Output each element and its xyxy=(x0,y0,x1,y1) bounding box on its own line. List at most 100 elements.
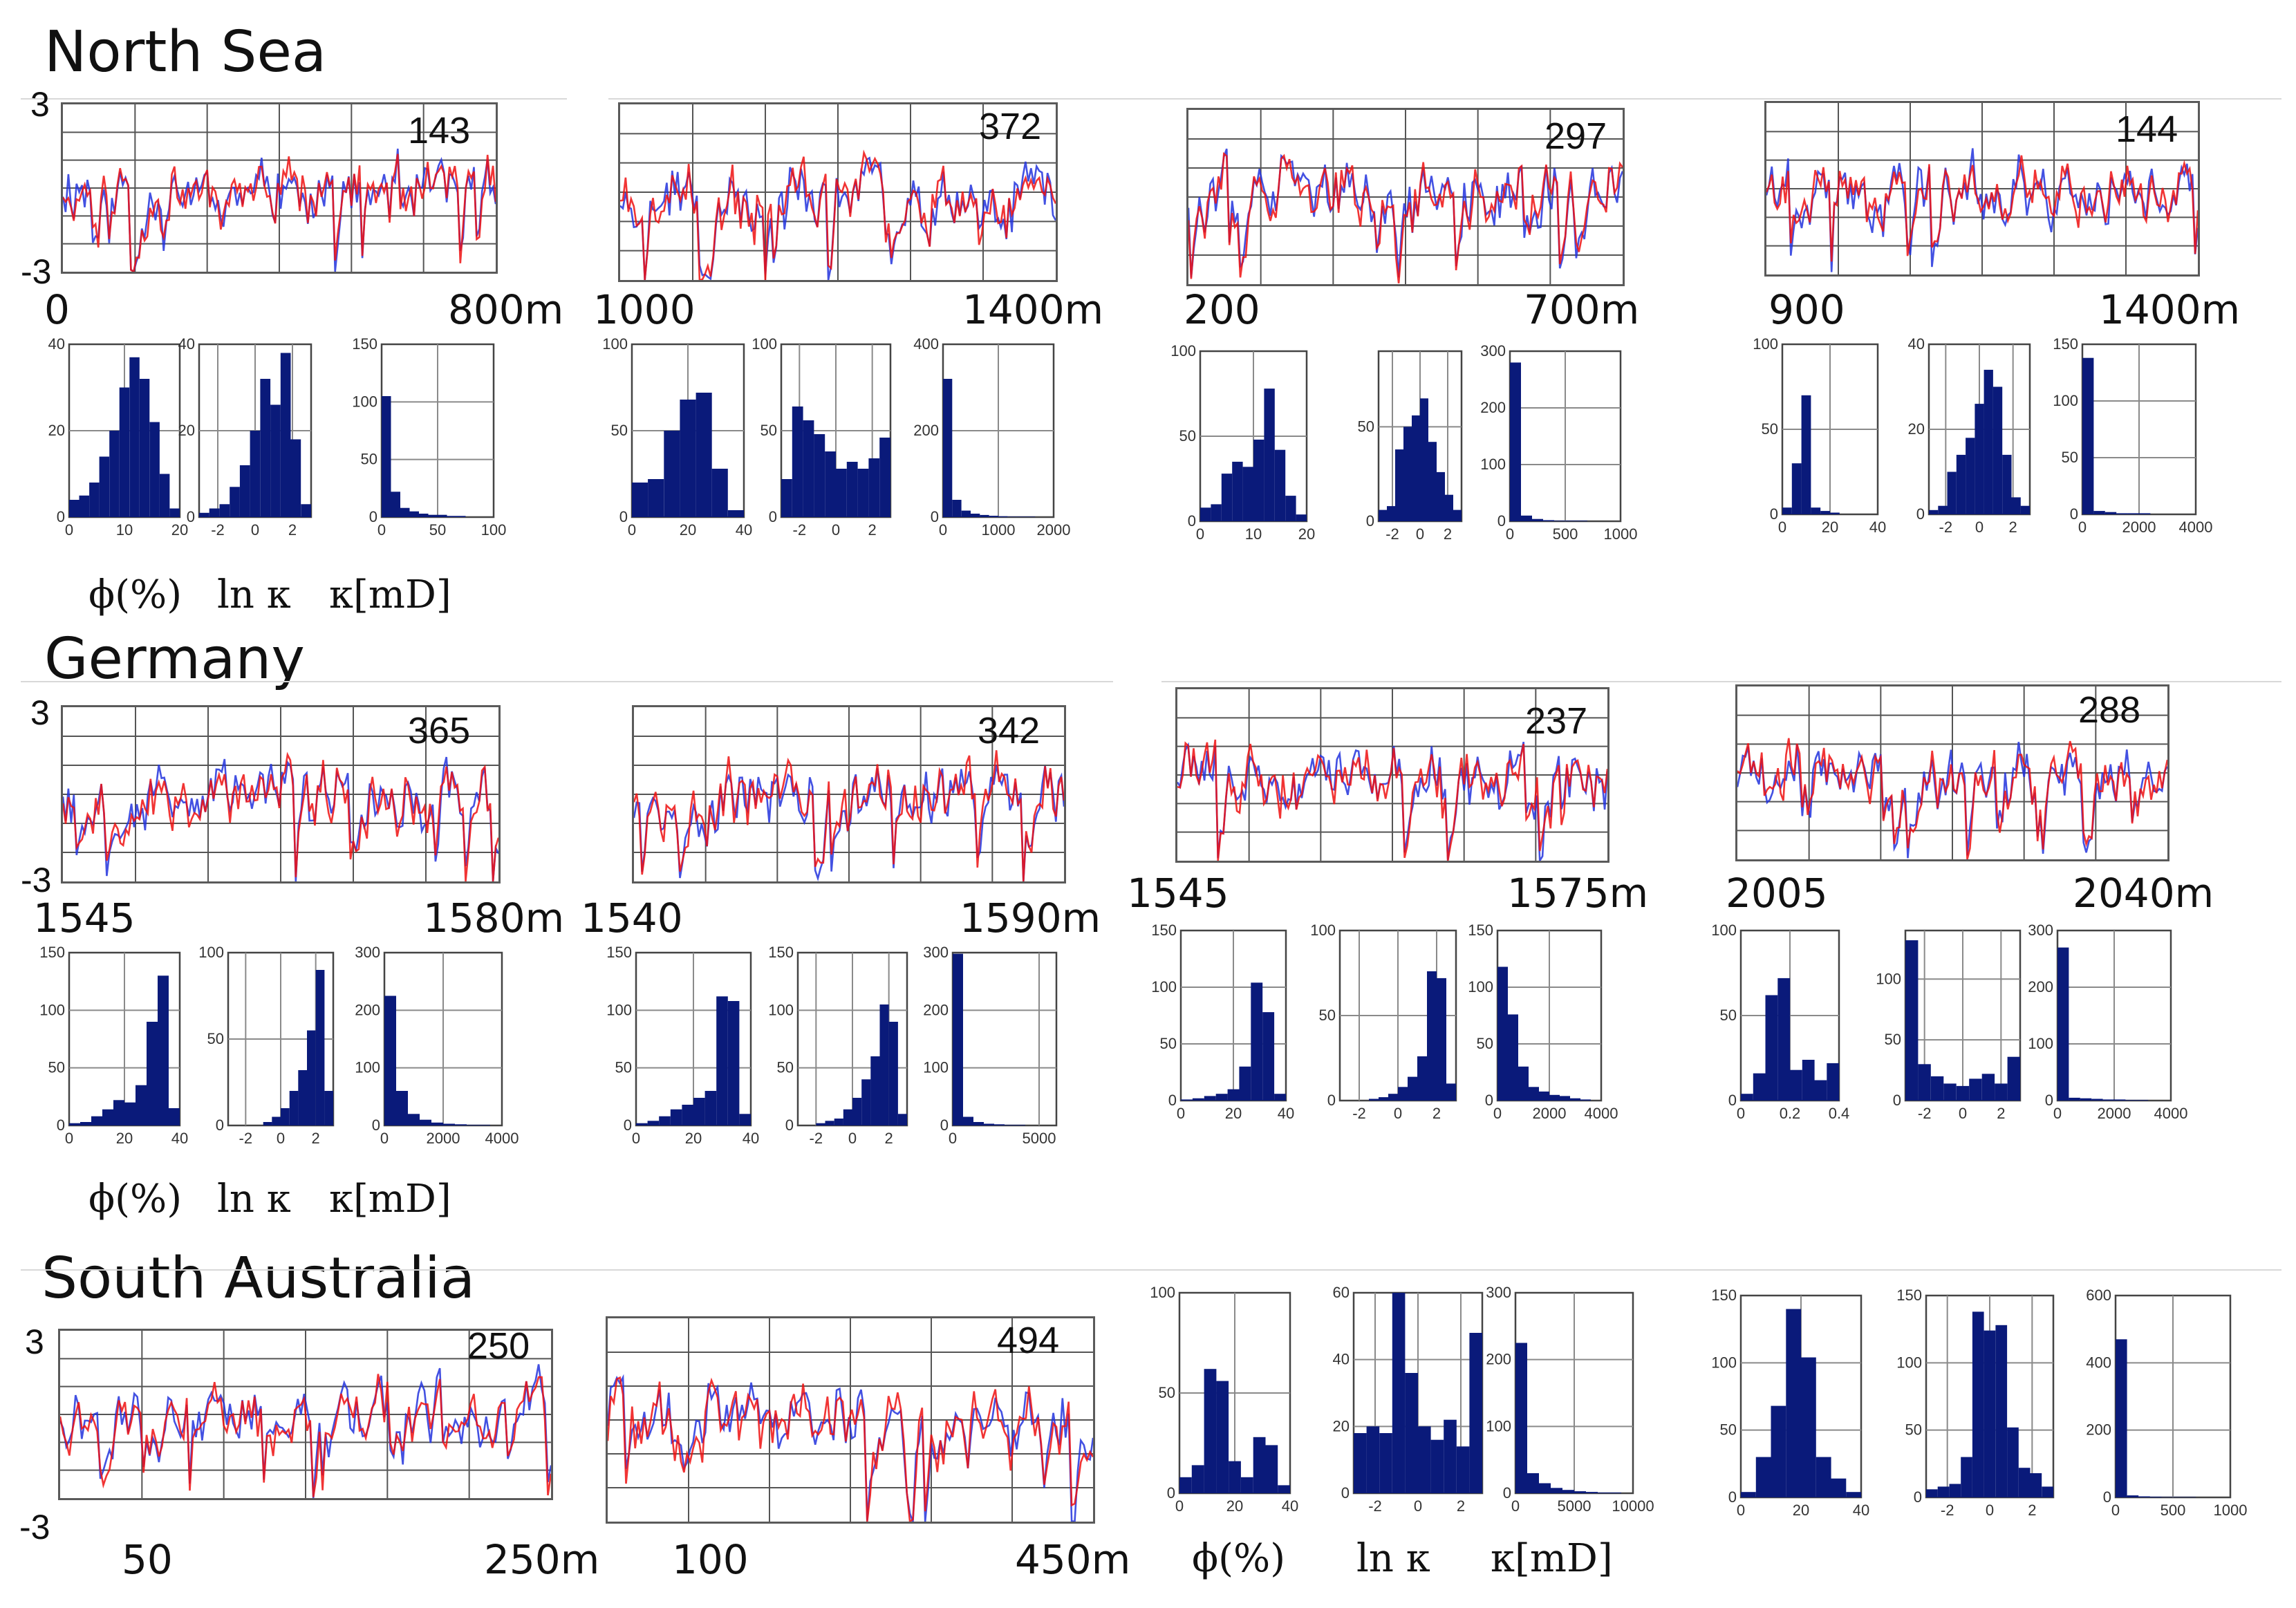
y-tick-label: 50 xyxy=(1319,1007,1336,1024)
histogram-bar xyxy=(1586,1492,1598,1493)
histogram: 0 50 100 0 0.2 0.4 xyxy=(1711,922,1849,1122)
histogram-bar xyxy=(1239,1066,1251,1101)
x-tick-label: 4000 xyxy=(485,1130,519,1147)
histogram-bar xyxy=(1956,454,1966,514)
y-tick-label: 50 xyxy=(1762,420,1778,438)
histogram-bar xyxy=(1379,509,1387,521)
histogram-bar xyxy=(1937,1486,1950,1497)
x-tick-label: 500 xyxy=(2160,1502,2186,1519)
histogram-bar xyxy=(2018,1468,2031,1497)
depth-end-label: 1575m xyxy=(1507,870,1649,917)
histogram-bar xyxy=(1846,1492,1862,1497)
histogram-bar xyxy=(1956,1085,1970,1101)
y-tick-label: 50 xyxy=(1160,1035,1177,1052)
x-tick-label: 10 xyxy=(1245,525,1262,543)
histogram: 0 50 100 -2 0 2 xyxy=(1310,922,1457,1122)
axis-label-porosity: ϕ(%) xyxy=(88,1177,183,1222)
y-tick-label: 200 xyxy=(1486,1351,1511,1368)
histogram-bar xyxy=(1992,386,2003,514)
histogram-bar xyxy=(1814,1080,1827,1101)
y-tick-label: 200 xyxy=(2086,1421,2111,1439)
histogram-bar xyxy=(1403,427,1412,521)
trace-svg xyxy=(1188,110,1623,284)
histogram: 0 50 -2 0 2 xyxy=(1358,350,1463,543)
histogram-bar xyxy=(1527,1473,1539,1493)
x-tick-label: 0 xyxy=(1986,1502,1994,1519)
x-tick-label: 20 xyxy=(1793,1502,1809,1519)
x-tick-label: 40 xyxy=(736,521,752,539)
histogram-bar xyxy=(420,1119,431,1125)
histogram-bar xyxy=(1412,415,1420,521)
x-tick-label: 0 xyxy=(1175,1497,1184,1515)
histogram-bar xyxy=(1191,1465,1204,1493)
axis-label-porosity: ϕ(%) xyxy=(1192,1536,1286,1581)
x-tick-label: 0 xyxy=(65,521,73,539)
y-tick-label: 20 xyxy=(1908,420,1925,438)
histogram-bar xyxy=(1570,1098,1580,1101)
histogram-bar xyxy=(636,1123,648,1125)
axis-label-ln-permeability: ln κ xyxy=(217,1177,291,1222)
histogram-bar xyxy=(1229,1461,1241,1493)
histogram-bar xyxy=(1227,1089,1240,1101)
x-tick-label: 0 xyxy=(1511,1497,1520,1515)
histogram-bar xyxy=(230,487,240,518)
histogram-bar xyxy=(1204,1369,1217,1493)
x-tick-label: 500 xyxy=(1553,525,1578,543)
series-line-red xyxy=(60,1374,551,1497)
y-tick-label: 0 xyxy=(769,508,777,525)
y-tick-label: 0 xyxy=(216,1116,224,1134)
histogram-bar xyxy=(1265,1445,1278,1493)
histogram-bar xyxy=(1379,1433,1392,1493)
y-tick-label: 0 xyxy=(1341,1484,1350,1502)
histogram-bar xyxy=(1232,461,1243,521)
y-tick-label: 100 xyxy=(768,1001,794,1018)
x-tick-label: 0 xyxy=(1177,1105,1185,1122)
histogram-bar xyxy=(1274,449,1286,521)
histogram-bar xyxy=(1929,509,1939,514)
histogram-bar xyxy=(1200,507,1211,521)
y-tick-label: 100 xyxy=(1711,922,1737,939)
histogram-bar xyxy=(455,1124,467,1125)
x-tick-label: -2 xyxy=(211,521,225,539)
x-tick-label: -2 xyxy=(239,1130,253,1147)
histogram-bar xyxy=(428,514,438,517)
histogram-bar xyxy=(834,1119,843,1125)
histogram-bar xyxy=(124,1102,136,1125)
x-tick-label: 1000 xyxy=(1604,525,1638,543)
histogram: 0 50 100 150 0 2000 4000 xyxy=(1468,922,1618,1122)
trace-svg xyxy=(63,104,496,272)
histogram-bar xyxy=(2020,505,2030,514)
y-tick-label: 100 xyxy=(1896,1354,1922,1371)
depth-start-label: 2005 xyxy=(1726,870,1828,917)
x-tick-label: -2 xyxy=(793,521,807,539)
x-tick-label: 40 xyxy=(1282,1497,1298,1515)
histogram-bar xyxy=(1192,1098,1204,1101)
axis-label-ln-permeability: ln κ xyxy=(217,572,291,617)
trace-svg xyxy=(1177,689,1607,861)
histogram-bar xyxy=(1215,1094,1228,1101)
x-tick-label: 4000 xyxy=(2154,1105,2188,1122)
histogram-bar xyxy=(1430,1439,1444,1493)
y-tick-label: 50 xyxy=(1477,1035,1493,1052)
histogram-bar xyxy=(1529,1087,1539,1101)
histogram: 0 20 40 -2 0 2 xyxy=(178,335,312,539)
histogram-bar xyxy=(2125,1100,2137,1101)
series-line-red xyxy=(620,149,1056,280)
histogram-bar xyxy=(1497,966,1508,1101)
histogram-bar xyxy=(998,516,1008,518)
histogram: 0 100 200 300 0 2000 4000 xyxy=(355,944,519,1147)
histogram-bar xyxy=(1984,1330,1996,1497)
x-tick-label: -2 xyxy=(1918,1105,1932,1122)
x-tick-label: 0 xyxy=(1737,1105,1745,1122)
histogram-bar xyxy=(994,1124,1005,1125)
y-tick-label: 50 xyxy=(615,1059,632,1076)
y-tick-label: 50 xyxy=(760,422,777,439)
histogram-bar xyxy=(1741,1094,1753,1101)
histogram-bar xyxy=(2138,1496,2150,1497)
y-tick-label: 0 xyxy=(187,508,195,525)
count-label: 365 xyxy=(408,710,471,751)
histogram-bar xyxy=(1801,395,1811,514)
histogram-bar xyxy=(1777,978,1791,1101)
x-tick-label: 20 xyxy=(1225,1105,1242,1122)
histogram: 0 20 40 0 10 20 xyxy=(48,335,189,539)
